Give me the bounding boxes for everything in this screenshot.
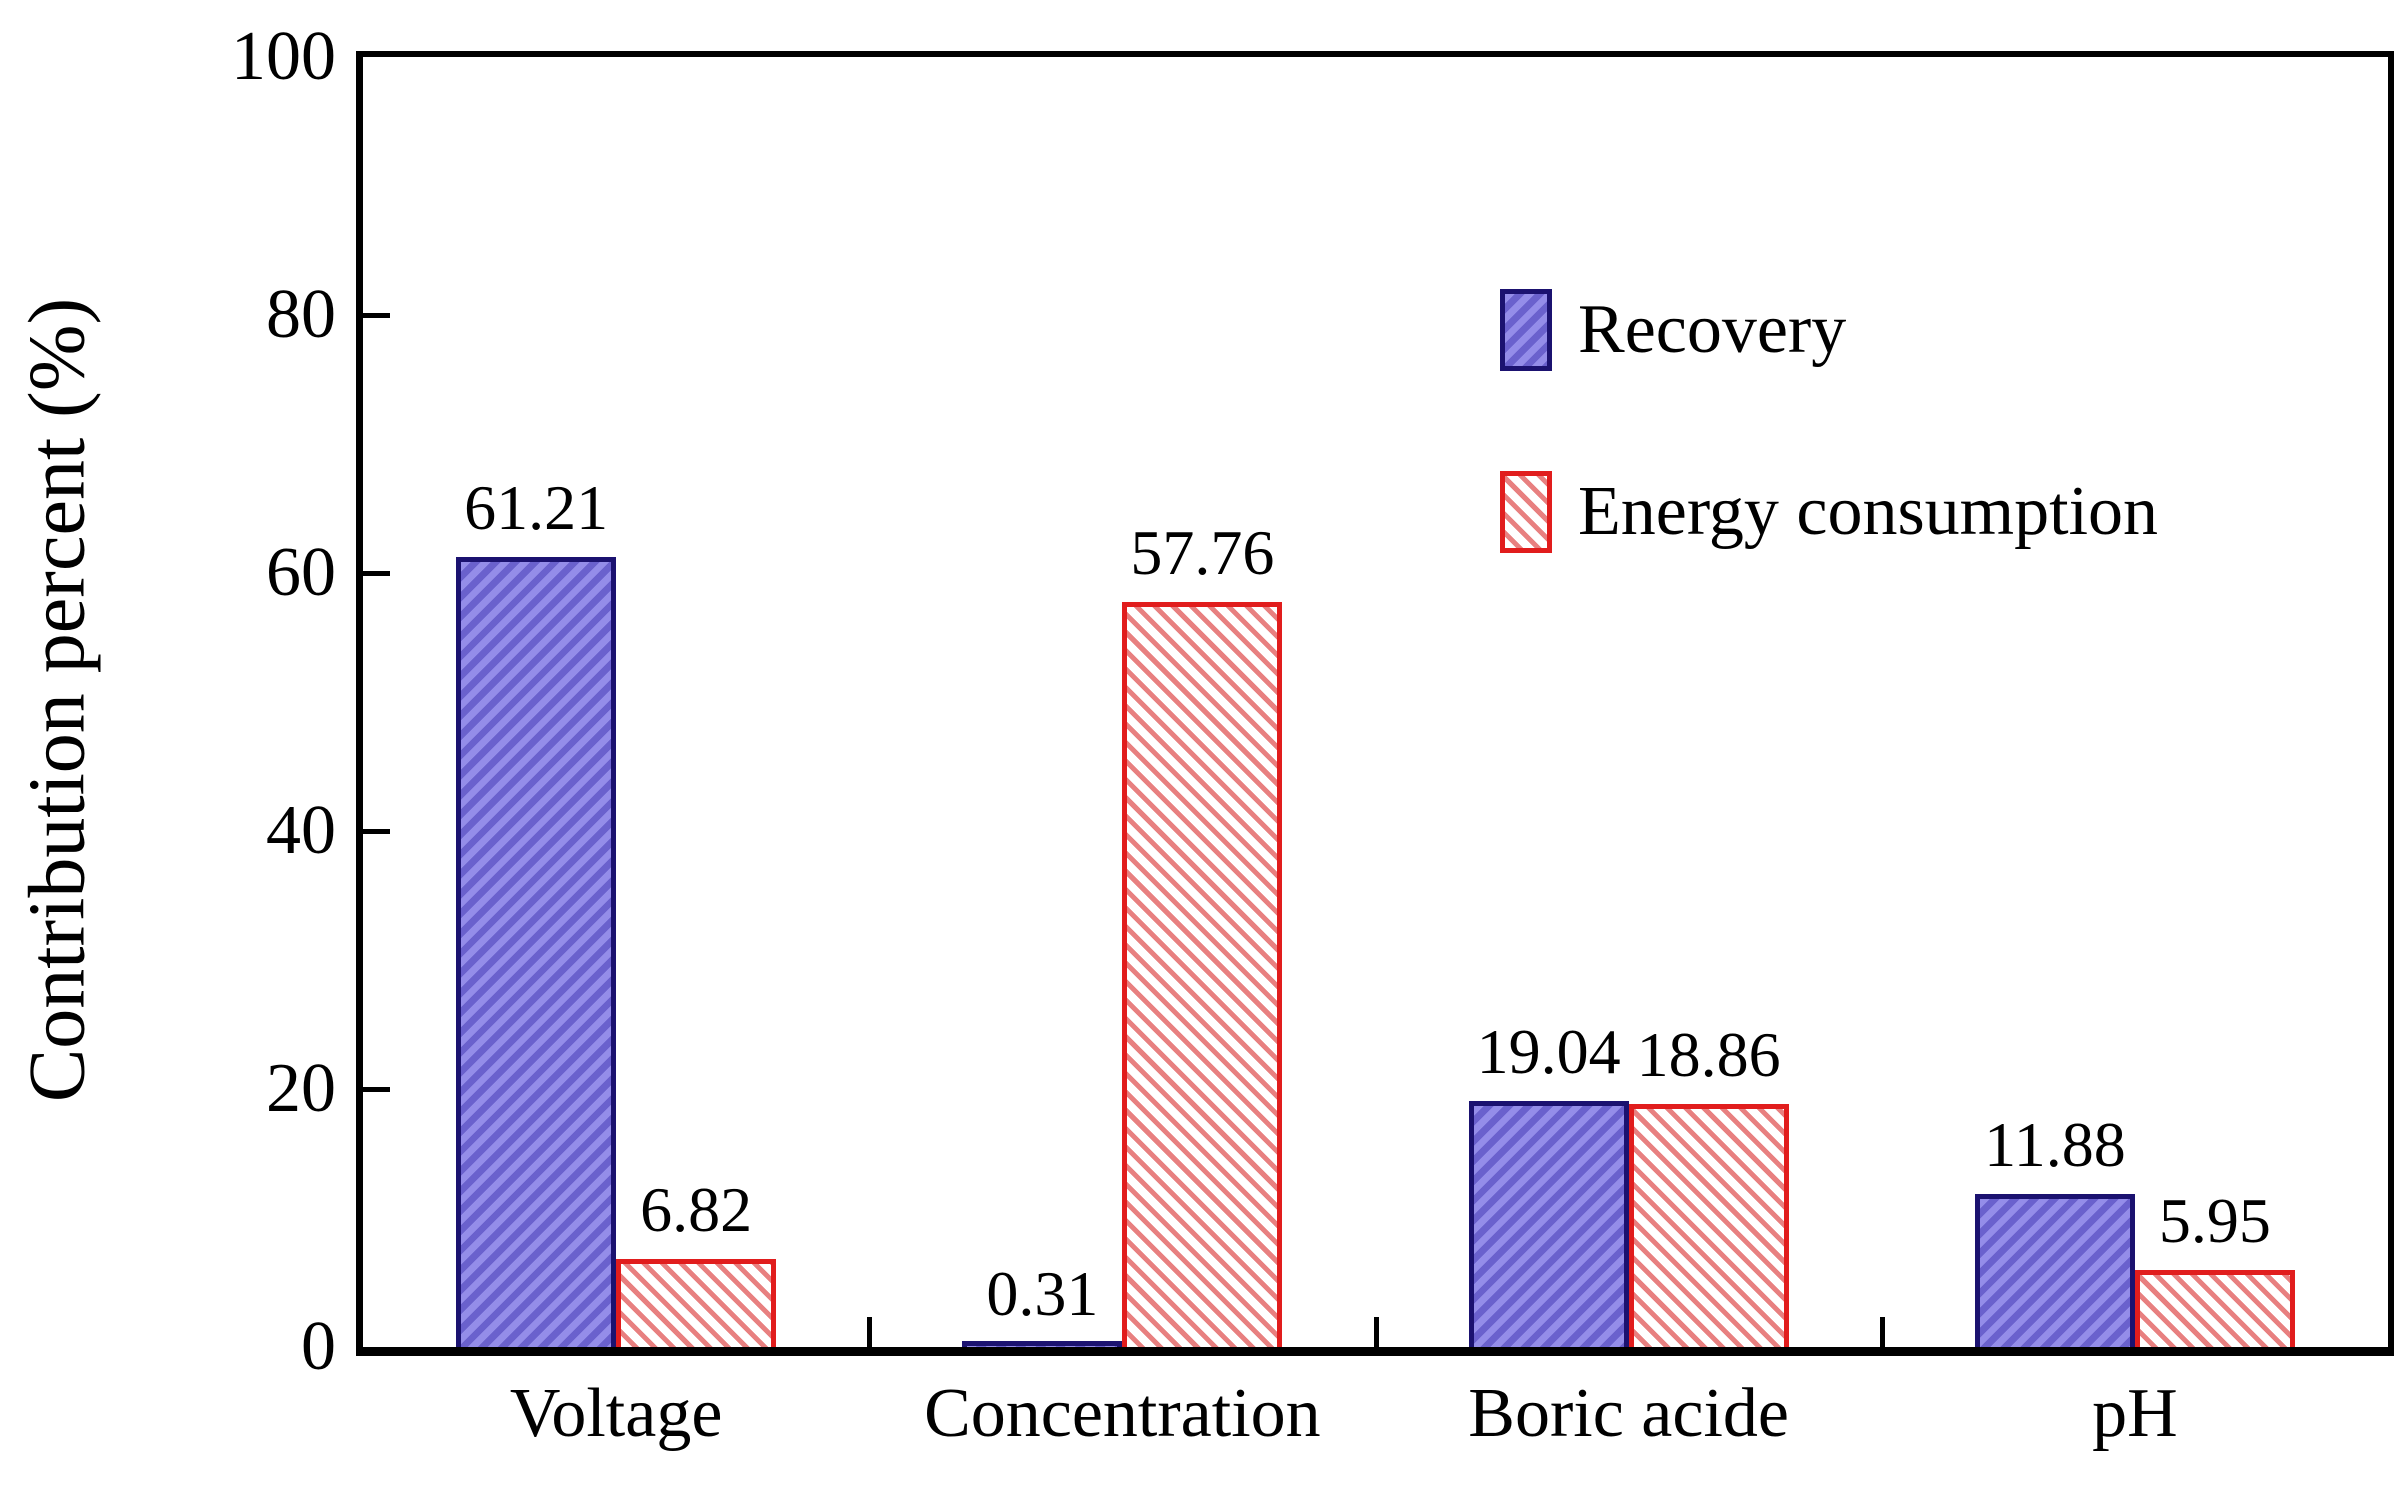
bar-recovery-voltage — [456, 557, 617, 1347]
plot-area: 61.21 6.82 0.31 57.76 19.04 18.86 11.88 5.95 — [356, 51, 2394, 1356]
recovery-swatch-icon — [1500, 289, 1552, 371]
y-tick-label: 80 — [266, 276, 336, 353]
y-tick-label: 60 — [266, 534, 336, 611]
bar-energy-consumption-ph — [2134, 1270, 2295, 1347]
bar-value-label: 61.21 — [464, 472, 609, 544]
x-tick-mark — [867, 1317, 873, 1347]
y-tick-mark — [363, 829, 390, 834]
bar-energy-consumption-concentration — [1122, 601, 1283, 1347]
bar-value-label: 6.82 — [640, 1174, 753, 1246]
legend-item-energy-consumption: Energy consumption — [1500, 471, 2158, 553]
y-axis-title: Contribution percent (%) — [13, 297, 102, 1103]
bar-energy-consumption-voltage — [616, 1259, 777, 1347]
bar-value-label: 57.76 — [1130, 516, 1275, 588]
y-tick-label: 0 — [301, 1308, 336, 1385]
bar-value-label: 18.86 — [1636, 1018, 1781, 1090]
legend-item-recovery: Recovery — [1500, 289, 2158, 371]
bar-value-label: 5.95 — [2158, 1185, 2271, 1257]
bar-value-label: 19.04 — [1476, 1016, 1621, 1088]
bar-energy-consumption-boric-acide — [1628, 1103, 1789, 1347]
y-tick-mark — [363, 571, 390, 576]
x-tick-mark — [1879, 1317, 1885, 1347]
bar-recovery-boric-acide — [1468, 1101, 1629, 1347]
x-category-label-voltage: Voltage — [509, 1375, 723, 1452]
x-tick-mark — [1373, 1317, 1379, 1347]
legend: Recovery Energy consumption — [1500, 289, 2158, 553]
legend-label-energy-consumption: Energy consumption — [1578, 473, 2159, 550]
y-tick-label: 100 — [231, 18, 336, 95]
bar-value-label: 0.31 — [986, 1258, 1099, 1329]
x-category-label-concentration: Concentration — [924, 1375, 1321, 1452]
bar-value-label: 11.88 — [1984, 1108, 2126, 1180]
x-category-label-ph: pH — [2092, 1375, 2178, 1452]
legend-label-recovery: Recovery — [1578, 291, 1847, 368]
x-category-label-boric-acide: Boric acide — [1468, 1375, 1789, 1452]
energy-consumption-swatch-icon — [1500, 471, 1552, 553]
y-tick-label: 20 — [266, 1050, 336, 1127]
bar-recovery-concentration — [962, 1341, 1123, 1347]
y-tick-mark — [363, 1087, 390, 1092]
y-tick-label: 40 — [266, 792, 336, 869]
y-tick-mark — [363, 313, 390, 318]
bar-recovery-ph — [1974, 1193, 2135, 1347]
